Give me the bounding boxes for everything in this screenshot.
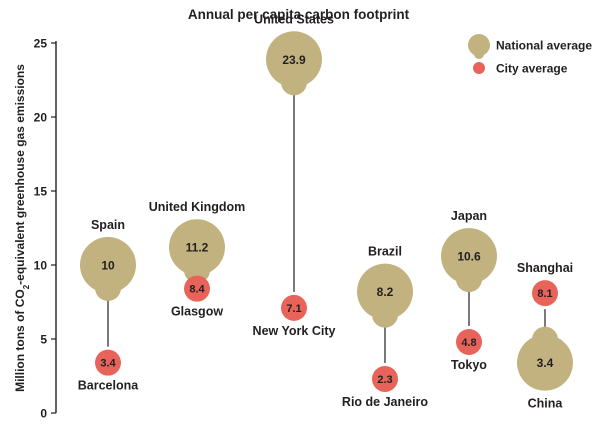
city-label-barcelona: Barcelona bbox=[78, 379, 139, 393]
national-marker-united-states bbox=[266, 31, 322, 96]
y-tick-label: 0 bbox=[40, 407, 47, 420]
legend-label-national: National average bbox=[496, 39, 592, 53]
city-marker-tokyo bbox=[456, 328, 482, 355]
chart-title: Annual per capita carbon footprint bbox=[188, 7, 410, 22]
national-marker-china bbox=[517, 326, 573, 391]
city-value-label: 8.1 bbox=[537, 288, 552, 300]
city-value-label: 3.4 bbox=[100, 358, 116, 370]
city-label-glasgow: Glasgow bbox=[171, 305, 223, 319]
city-label-new-york-city: New York City bbox=[253, 324, 336, 338]
national-value-label: 10.6 bbox=[457, 250, 481, 264]
country-label-japan: Japan bbox=[451, 209, 487, 223]
city-marker-new-york-city bbox=[281, 294, 307, 321]
legend-swatch-city bbox=[473, 62, 485, 74]
city-label-shanghai: Shanghai bbox=[517, 261, 573, 275]
city-value-label: 7.1 bbox=[286, 303, 301, 315]
y-tick-label: 20 bbox=[34, 111, 48, 125]
national-value-label: 23.9 bbox=[282, 53, 306, 67]
y-tick-label: 15 bbox=[34, 185, 48, 199]
legend-swatch-national bbox=[468, 33, 490, 59]
city-label-tokyo: Tokyo bbox=[451, 358, 487, 372]
country-label-united-kingdom: United Kingdom bbox=[149, 200, 246, 214]
national-marker-japan bbox=[441, 228, 497, 293]
country-label-china: China bbox=[528, 397, 564, 411]
city-value-label: 8.4 bbox=[189, 284, 205, 296]
city-marker-shanghai bbox=[532, 280, 558, 307]
city-value-label: 4.8 bbox=[461, 337, 476, 349]
country-label-spain: Spain bbox=[91, 218, 125, 232]
national-marker-spain bbox=[80, 237, 136, 301]
city-marker-barcelona bbox=[95, 349, 121, 376]
national-value-label: 11.2 bbox=[186, 241, 209, 255]
city-label-rio-de-janeiro: Rio de Janeiro bbox=[342, 395, 428, 409]
country-label-united-states: United States bbox=[254, 12, 334, 26]
national-value-label: 3.4 bbox=[537, 356, 554, 370]
city-marker-rio-de-janeiro bbox=[372, 365, 398, 392]
legend-label-city: City average bbox=[496, 62, 568, 76]
national-value-label: 8.2 bbox=[377, 285, 394, 299]
y-tick-label: 10 bbox=[34, 259, 48, 273]
country-label-brazil: Brazil bbox=[368, 245, 402, 259]
national-marker-brazil bbox=[357, 263, 413, 328]
national-value-label: 10 bbox=[101, 259, 115, 273]
national-marker-united-kingdom bbox=[169, 219, 225, 284]
y-tick-label: 25 bbox=[34, 37, 48, 51]
y-tick-label: 5 bbox=[40, 333, 47, 347]
city-value-label: 2.3 bbox=[377, 374, 392, 386]
city-marker-glasgow bbox=[184, 275, 210, 302]
y-axis-label: Million tons of CO2-equivalent greenhous… bbox=[13, 64, 31, 392]
